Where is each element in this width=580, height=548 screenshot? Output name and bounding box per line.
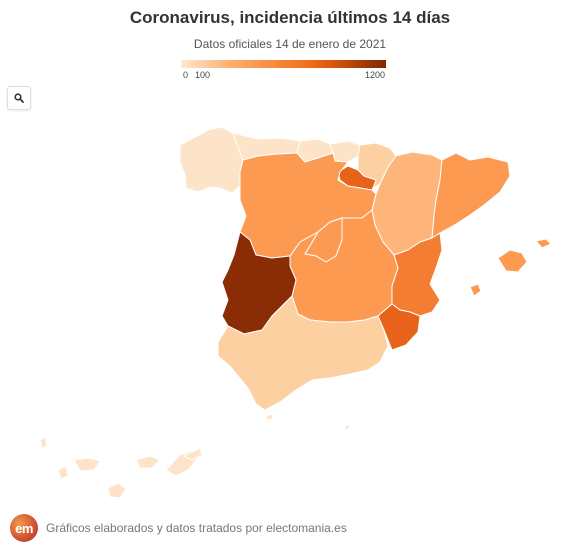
region-galicia[interactable]: Galicia	[179, 126, 244, 194]
search-button[interactable]	[7, 86, 31, 110]
logo-text: em	[15, 520, 33, 536]
electomania-logo: em	[10, 514, 38, 542]
map-subtitle: Datos oficiales 14 de enero de 2021	[193, 37, 387, 51]
region-baleares[interactable]: Islas Baleares	[469, 238, 552, 297]
region-melilla[interactable]: Melilla	[344, 424, 350, 430]
color-legend: 0 100 1200	[181, 60, 386, 82]
credit-text: Gráficos elaborados y datos tratados por…	[46, 521, 347, 535]
spain-map: Galicia Asturias Cantabria País Vasco Na…	[39, 126, 552, 499]
legend-mid-label: 100	[195, 70, 211, 80]
search-icon	[14, 93, 24, 103]
region-la-rioja[interactable]: La Rioja	[337, 165, 377, 191]
map-title: Coronavirus, incidencia últimos 14 días	[129, 8, 451, 27]
region-ceuta[interactable]: Ceuta	[265, 413, 274, 421]
region-canarias[interactable]: Canarias	[39, 436, 203, 499]
legend-min-label: 0	[183, 70, 189, 80]
region-andalucia[interactable]: Andalucía	[217, 295, 389, 411]
region-cataluna[interactable]: Cataluña	[431, 152, 511, 239]
legend-gradient-bar	[181, 60, 386, 68]
region-murcia[interactable]: Murcia	[377, 303, 421, 351]
legend-max-label: 1200	[365, 70, 386, 80]
footer: em Gráficos elaborados y datos tratados …	[10, 514, 347, 542]
